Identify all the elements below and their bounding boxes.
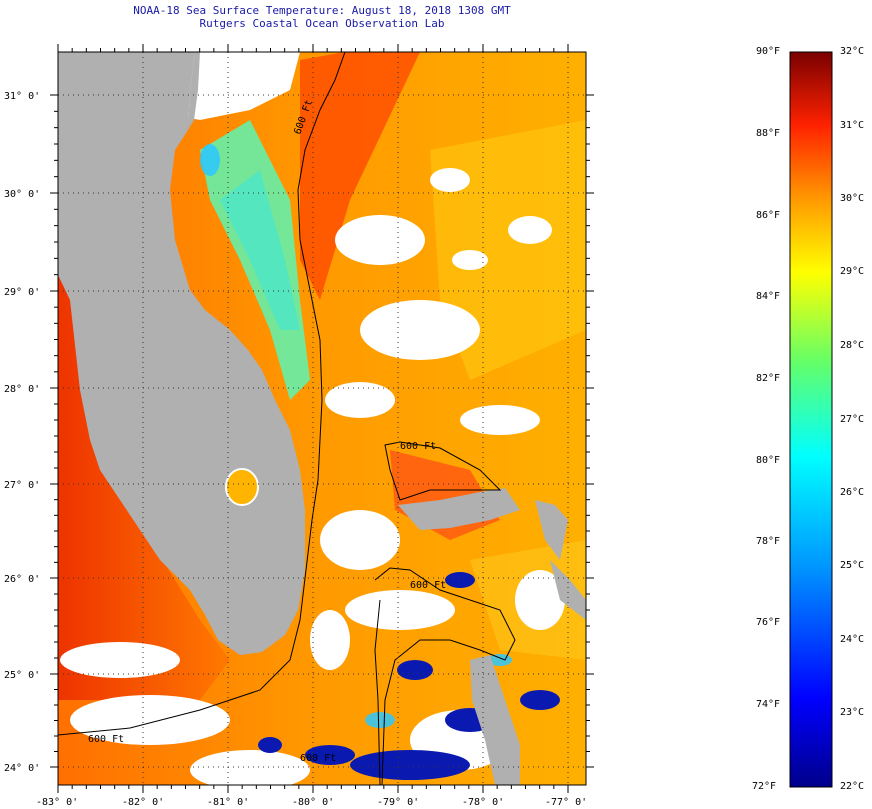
graticule	[58, 52, 586, 785]
lon-label-82: -82° 0'	[122, 797, 164, 808]
lat-label-26: 26° 0'	[4, 574, 40, 585]
coastal-cool-water-core	[220, 170, 300, 330]
lon-label-80: -80° 0'	[292, 797, 334, 808]
colorbar	[789, 51, 833, 788]
cb-c-25: 25°C	[840, 560, 865, 571]
plot-frame	[57, 51, 587, 786]
cb-c-24: 24°C	[840, 634, 865, 645]
axis-ticks	[50, 44, 594, 793]
cb-c-23: 23°C	[840, 707, 865, 718]
cb-f-72: 72°F	[752, 781, 777, 792]
longitude-labels: -83° 0' -82° 0' -81° 0' -80° 0' -79° 0' …	[36, 797, 587, 808]
lon-label-79: -79° 0'	[377, 797, 419, 808]
cb-f-90: 90°F	[756, 46, 781, 57]
cb-f-86: 86°F	[756, 210, 781, 221]
eleuthera-land	[550, 560, 586, 620]
lake-okeechobee	[225, 468, 259, 506]
depth-contours	[58, 52, 516, 785]
lat-label-29: 29° 0'	[4, 287, 40, 298]
grand-bahama-land	[398, 488, 520, 530]
lon-label-78: -78° 0'	[462, 797, 504, 808]
cb-c-31: 31°C	[840, 120, 865, 131]
cb-c-30: 30°C	[840, 193, 865, 204]
cb-f-88: 88°F	[756, 128, 781, 139]
contour-label-bahama: 600 Ft	[400, 441, 436, 452]
lat-label-24: 24° 0'	[4, 763, 40, 774]
lon-label-81: -81° 0'	[207, 797, 249, 808]
contour-label-south: 600 Ft	[300, 753, 336, 764]
contour-label-keys: 600 Ft	[88, 734, 124, 745]
cb-c-26: 26°C	[840, 487, 865, 498]
cb-c-29: 29°C	[840, 266, 865, 277]
map-title-line2: Rutgers Coastal Ocean Observation Lab	[199, 17, 445, 30]
lon-label-83: -83° 0'	[36, 797, 78, 808]
lon-label-77: -77° 0'	[545, 797, 587, 808]
gulf-stream-band	[300, 52, 420, 300]
cb-f-78: 78°F	[756, 536, 781, 547]
lat-label-27: 27° 0'	[4, 480, 40, 491]
lat-label-30: 30° 0'	[4, 189, 40, 200]
cloud-cover	[58, 52, 565, 785]
latitude-labels: 31° 0' 30° 0' 29° 0' 28° 0' 27° 0' 26° 0…	[4, 91, 40, 774]
map-title-line1: NOAA-18 Sea Surface Temperature: August …	[133, 4, 511, 17]
cb-f-74: 74°F	[756, 699, 781, 710]
cold-patches	[258, 572, 560, 780]
lat-label-28: 28° 0'	[4, 384, 40, 395]
lat-label-25: 25° 0'	[4, 670, 40, 681]
gulf-water	[58, 260, 230, 700]
contour-label-great-bahama: 600 Ft	[410, 580, 446, 591]
georgia-coast	[188, 52, 200, 130]
lat-label-31: 31° 0'	[4, 91, 40, 102]
cb-f-80: 80°F	[756, 455, 781, 466]
cb-c-28: 28°C	[840, 340, 865, 351]
cb-f-84: 84°F	[756, 291, 781, 302]
cb-c-32: 32°C	[840, 46, 865, 57]
cb-f-76: 76°F	[756, 617, 781, 628]
cb-c-22: 22°C	[840, 781, 865, 792]
cb-f-82: 82°F	[756, 373, 781, 384]
cb-c-27: 27°C	[840, 414, 865, 425]
abaco-land	[535, 500, 568, 560]
